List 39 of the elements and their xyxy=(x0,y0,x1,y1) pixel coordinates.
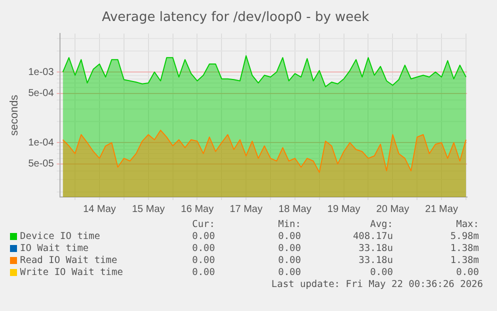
legend-label: IO Wait time xyxy=(20,243,90,255)
x-tick-label: 19 May xyxy=(327,204,360,215)
x-tick-label: 18 May xyxy=(278,204,312,215)
text: 0.00 xyxy=(369,267,393,279)
text: 0.00 xyxy=(191,231,215,243)
text: 408.17u xyxy=(352,231,393,243)
x-tick-label: 21 May xyxy=(425,204,458,215)
text: Min: xyxy=(277,219,301,231)
text: 5.98m xyxy=(449,231,479,243)
text: 33.18u xyxy=(358,255,393,267)
text: 0.00 xyxy=(277,243,301,255)
x-tick-label: 16 May xyxy=(180,204,214,215)
text: 0.00 xyxy=(191,267,215,279)
text: 33.18u xyxy=(358,243,393,255)
text: 0.00 xyxy=(455,267,479,279)
text: 0.00 xyxy=(277,231,301,243)
chart-title: Average latency for /dev/loop0 - by week xyxy=(102,10,370,26)
x-tick-label: 17 May xyxy=(230,204,262,215)
text: 0.00 xyxy=(277,267,301,279)
x-tick-label: 20 May xyxy=(376,204,410,215)
y-tick-label: 1e-03 xyxy=(28,66,54,78)
legend-label: Read IO Wait time xyxy=(20,255,118,267)
text: 0.00 xyxy=(191,255,215,267)
y-axis-title: seconds xyxy=(8,94,21,136)
text: 1.38m xyxy=(449,243,479,255)
y-tick-label: 5e-05 xyxy=(28,158,54,170)
text: 0.00 xyxy=(191,243,215,255)
x-tick-label: 15 May xyxy=(132,204,165,215)
text: Cur: xyxy=(191,219,215,231)
text: Max: xyxy=(455,219,479,231)
legend-label: Device IO time xyxy=(20,231,102,243)
y-tick-label: 5e-04 xyxy=(28,88,54,100)
text: 1.38m xyxy=(449,255,479,267)
text: Avg: xyxy=(369,219,393,231)
text: Last update: Fri May 22 00:36:26 2026 xyxy=(271,279,483,290)
x-tick-label: 14 May xyxy=(83,204,116,215)
legend-label: Write IO Wait time xyxy=(20,267,124,279)
y-tick-label: 1e-04 xyxy=(28,137,54,148)
text: 0.00 xyxy=(277,255,301,267)
